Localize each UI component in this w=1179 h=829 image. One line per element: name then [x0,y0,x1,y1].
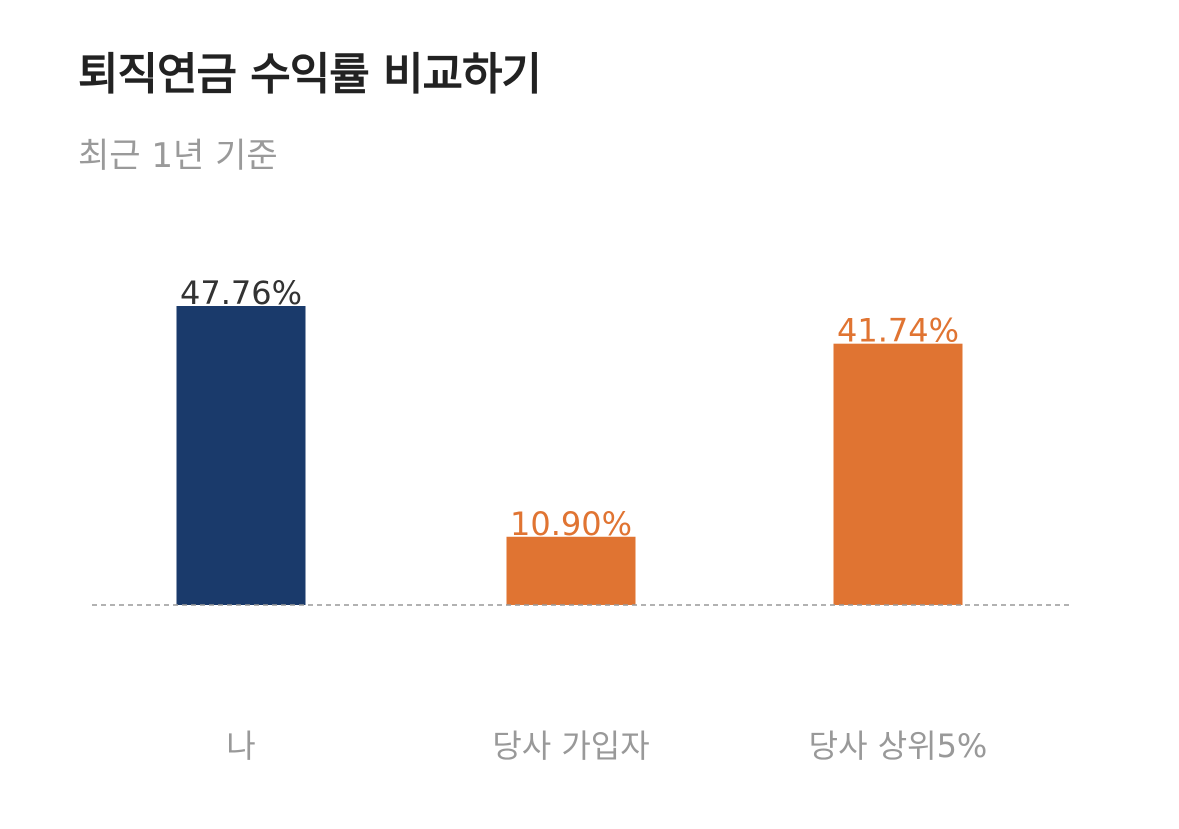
bar-value-label: 41.74% [837,312,959,350]
chart-title: 퇴직연금 수익률 비교하기 [78,49,542,100]
category-label: 당사 상위5% [809,727,988,765]
category-label: 나 [226,727,255,765]
bar-3 [833,343,963,605]
bar-value-label: 10.90% [510,505,632,543]
category-label: 당사 가입자 [492,727,649,765]
bar-2 [506,536,636,605]
bar-1 [176,306,306,605]
bar-value-label: 47.76% [180,274,302,312]
chart-subtitle: 최근 1년 기준 [78,136,278,176]
